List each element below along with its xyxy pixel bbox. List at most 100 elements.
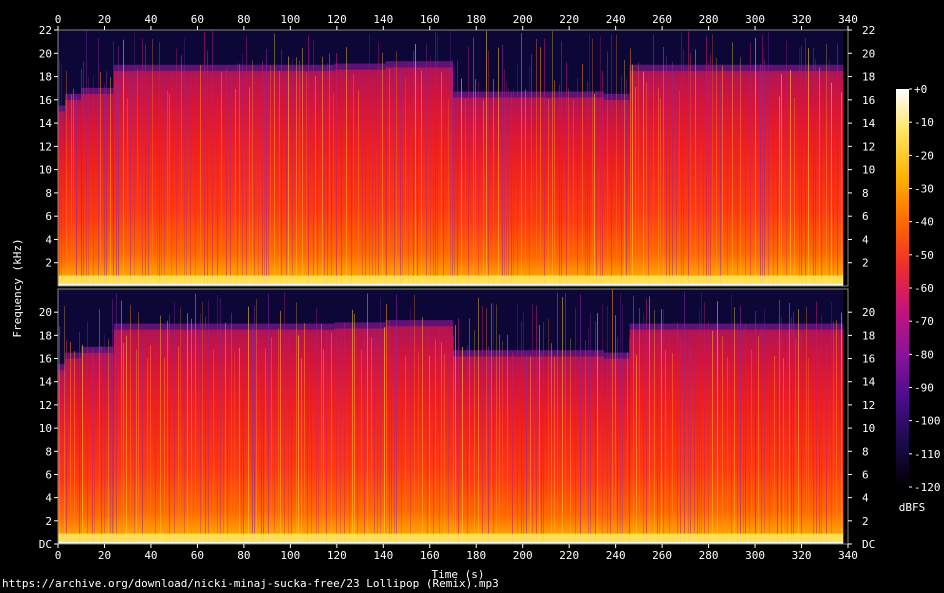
cutoff-band [81,88,114,94]
spectrum-segment [58,370,65,544]
cutoff-band [385,320,453,327]
cutoff-band [453,91,605,98]
x-tick-label-bottom: 340 [838,549,858,562]
y-tick-label-left: 8 [45,187,52,200]
y-tick-label-left: 18 [39,71,52,84]
spectrum-segment [58,111,65,286]
x-tick-label-top: 60 [191,13,204,26]
y-tick-label-right: DC [862,538,875,551]
transient-streaks [59,289,842,544]
y-tick-label-left: 22 [39,24,52,37]
x-tick-label-top: 120 [327,13,347,26]
colorbar-tick-label: -80 [914,348,934,361]
y-tick-label-left: 6 [45,468,52,481]
x-axis-label: Time (s) [432,568,485,581]
panel-frame [57,288,849,545]
y-tick-label-left: 12 [39,399,52,412]
y-tick-label-left: 4 [45,492,52,505]
transient-streaks [59,30,842,287]
x-tick-label-top: 200 [513,13,533,26]
cutoff-band [604,93,630,100]
cutoff-band [58,105,65,112]
y-tick-label-left: 12 [39,140,52,153]
x-tick-label-bottom: 60 [191,549,204,562]
x-tick-label-top: 340 [838,13,858,26]
cutoff-band [64,93,82,100]
x-tick-label-top: 180 [466,13,486,26]
spectrum-segment [385,67,453,287]
y-tick-label-right: 14 [862,376,876,389]
colorbar-tick-label: +0 [914,83,927,96]
bass-band [58,275,844,286]
x-tick-label-bottom: 280 [699,549,719,562]
spectrum-segment [629,329,844,544]
x-tick-label-top: 280 [699,13,719,26]
x-tick-label-top: 0 [55,13,62,26]
x-tick-label-bottom: 260 [652,549,672,562]
y-tick-label-right: 20 [862,47,875,60]
y-tick-label-left: 2 [45,515,52,528]
y-tick-label-right: 12 [862,399,875,412]
spectrum-segment [604,99,630,287]
y-tick-label-left: 4 [45,233,52,246]
y-tick-label-left: DC [39,538,52,551]
y-tick-label-left: 18 [39,329,52,342]
y-tick-label-left: 6 [45,210,52,223]
channel-panel-2 [57,288,849,545]
spectrum-segment [64,99,82,287]
y-tick-label-right: 10 [862,164,875,177]
colorbar-tick-label: -100 [914,415,941,428]
cutoff-band [113,323,335,330]
colorbar-tick-label: -120 [914,481,941,494]
y-axis-label: Frequency (kHz) [11,238,24,337]
spectrum-segment [64,358,82,544]
x-tick-label-top: 140 [373,13,393,26]
y-tick-label-right: 12 [862,140,875,153]
x-tick-label-bottom: 100 [280,549,300,562]
y-tick-label-right: 22 [862,24,875,37]
x-tick-label-top: 260 [652,13,672,26]
y-tick-label-right: 16 [862,353,875,366]
spectrum-segment [81,352,114,544]
x-tick-label-bottom: 0 [55,549,62,562]
y-tick-label-right: 4 [862,492,869,505]
colorbar-tick-label: -40 [914,216,934,229]
y-tick-label-right: 8 [862,445,869,458]
x-tick-label-top: 300 [745,13,765,26]
dc-line [58,284,844,286]
y-tick-label-right: 4 [862,233,869,246]
x-tick-label-bottom: 120 [327,549,347,562]
y-tick-label-left: 14 [39,376,53,389]
y-tick-label-right: 8 [862,187,869,200]
x-tick-label-bottom: 80 [237,549,250,562]
colorbar-tick-label: -60 [914,282,934,295]
source-url: https://archive.org/download/nicki-minaj… [2,577,499,590]
spectrum-segment [453,97,605,286]
y-tick-label-left: 8 [45,445,52,458]
x-tick-label-top: 160 [420,13,440,26]
x-tick-label-top: 100 [280,13,300,26]
cutoff-band [629,64,844,71]
y-tick-label-left: 20 [39,47,52,60]
spectrum-segment [334,69,386,287]
cutoff-band [81,346,114,353]
colorbar-tick-label: -110 [914,448,941,461]
y-tick-label-left: 14 [39,117,53,130]
y-tick-label-right: 20 [862,306,875,319]
cutoff-band [385,61,453,68]
y-tick-label-right: 2 [862,257,869,270]
x-tick-label-bottom: 240 [606,549,626,562]
x-tick-label-bottom: 160 [420,549,440,562]
y-tick-label-right: 2 [862,515,869,528]
colorbar-tick-label: -90 [914,382,934,395]
panel-frame [57,29,849,287]
y-tick-label-left: 20 [39,306,52,319]
colorbar-tick-label: -10 [914,116,934,129]
dc-line [58,542,844,544]
y-tick-label-right: 18 [862,329,875,342]
cutoff-band [58,364,65,371]
y-tick-label-left: 16 [39,94,52,107]
end-region [843,30,848,286]
spectrum-segment [334,328,386,544]
spectrum-segment [604,358,630,544]
